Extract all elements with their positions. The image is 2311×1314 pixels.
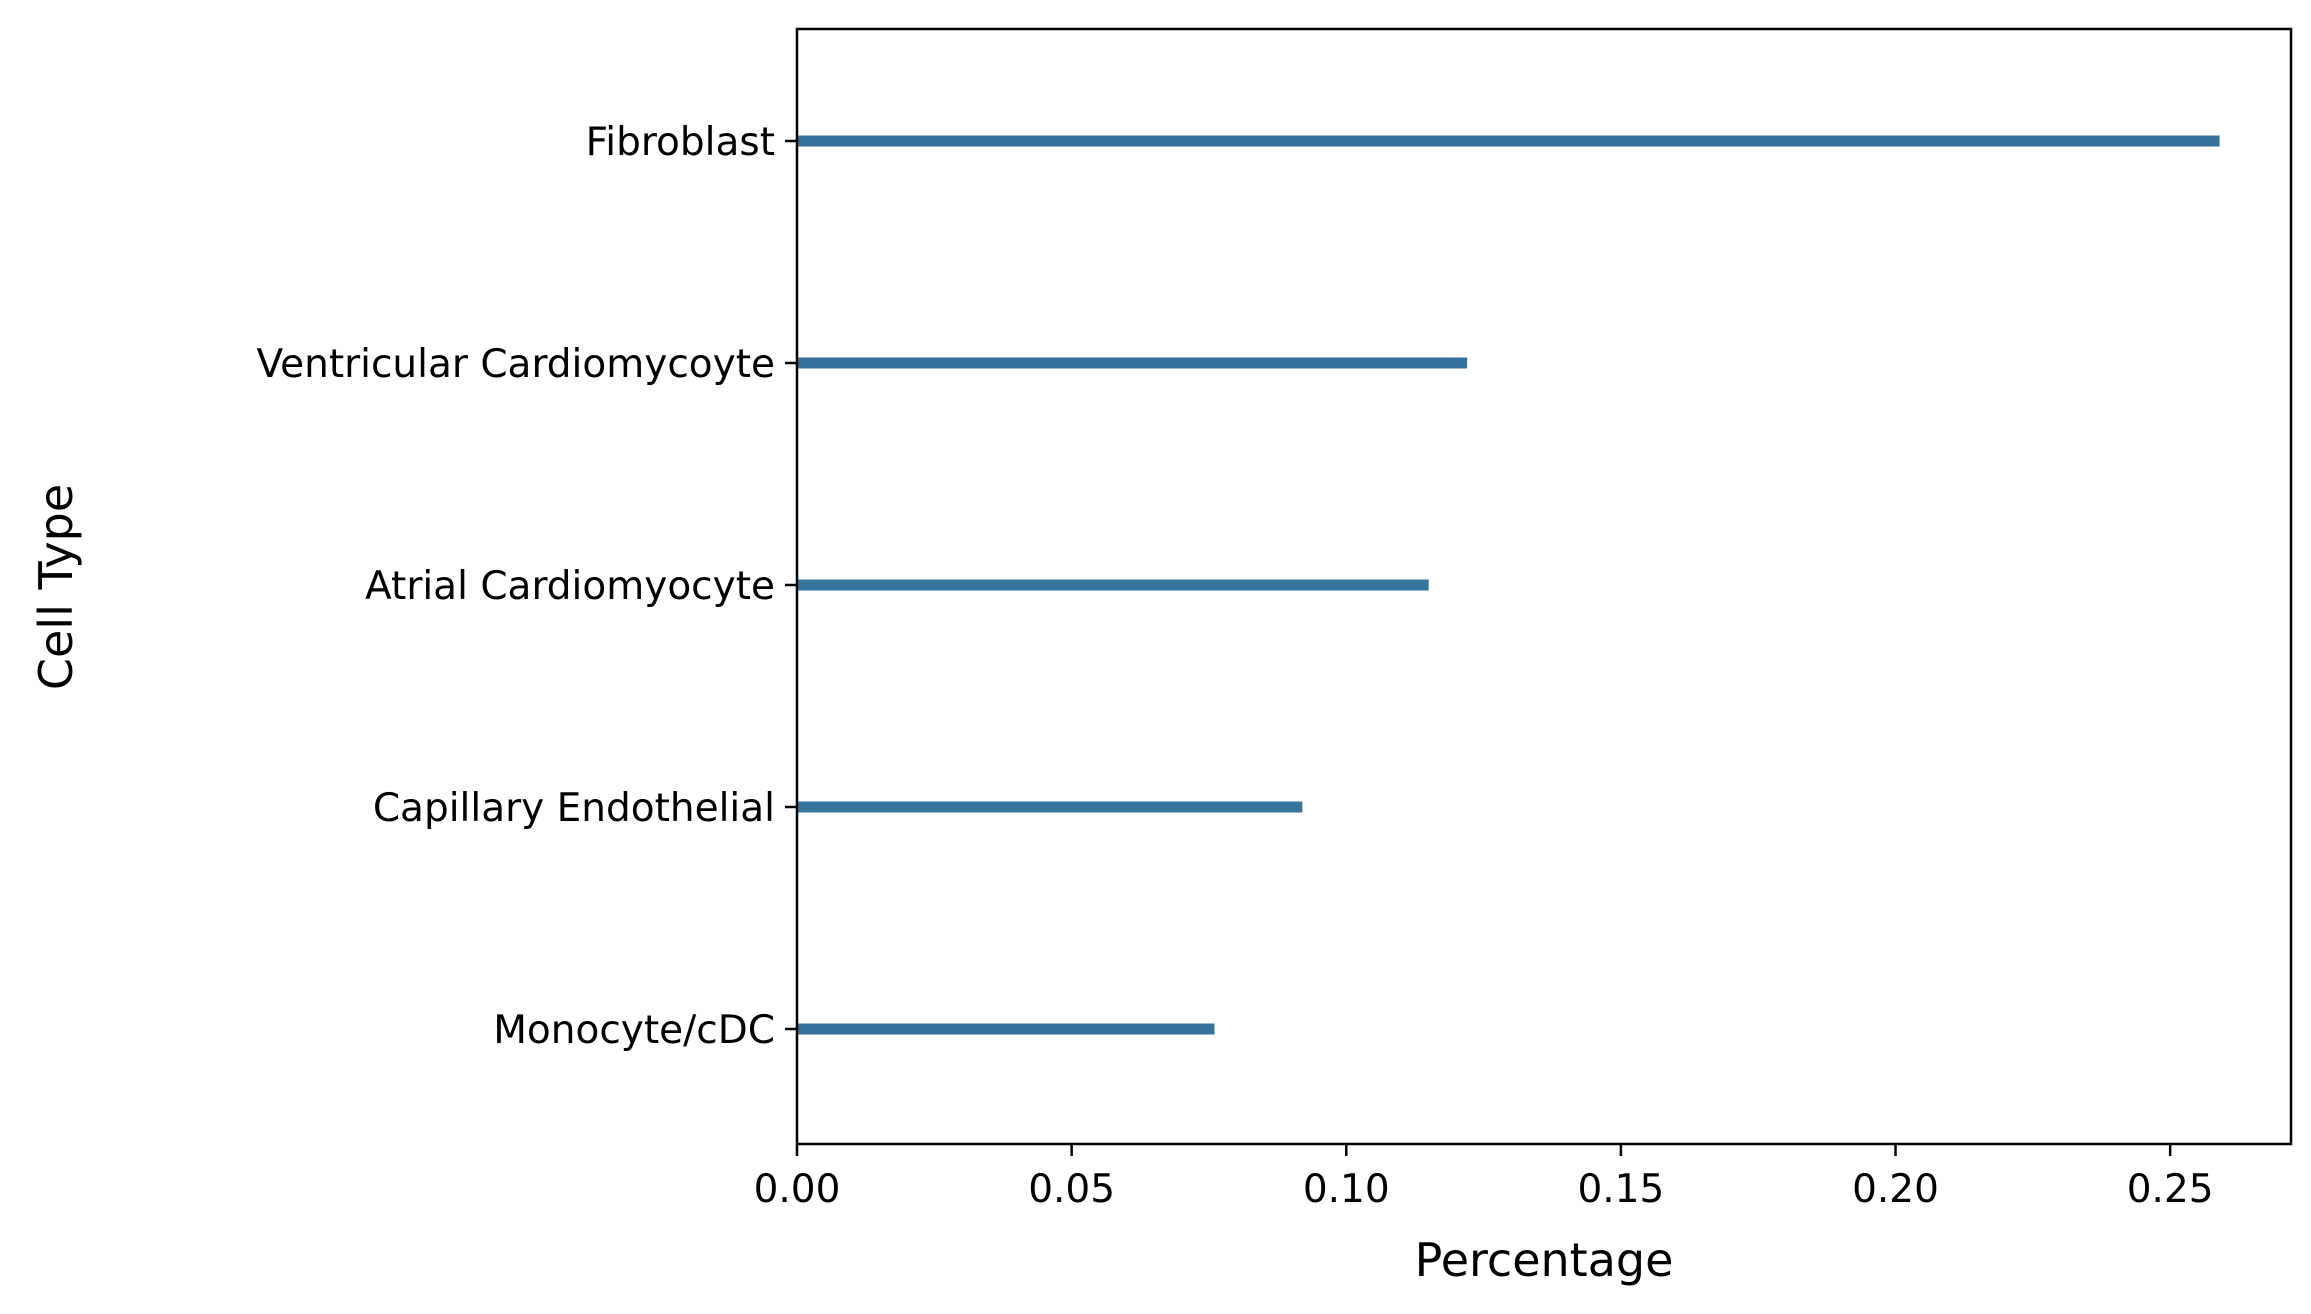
x-tick-label: 0.20 (1852, 1167, 1939, 1212)
y-axis-label: Cell Type (29, 484, 83, 690)
bar-2 (797, 579, 1429, 591)
y-tick-label: Ventricular Cardiomycoyte (256, 342, 775, 387)
y-tick-label: Fibroblast (586, 120, 775, 165)
y-tick-label: Capillary Endothelial (373, 786, 775, 831)
plot-area-frame (795, 27, 2293, 1146)
x-tick-label: 0.05 (1028, 1167, 1115, 1212)
x-axis-label: Percentage (1415, 1233, 1674, 1287)
bar-3 (797, 801, 1303, 813)
bars-group (797, 135, 2220, 1035)
x-tick-label: 0.15 (1577, 1167, 1664, 1212)
y-tick-label: Atrial Cardiomyocyte (365, 564, 775, 609)
y-axis-ticks: Fibroblast Ventricular Cardiomycoyte Atria… (256, 120, 797, 1053)
bar-4 (797, 1023, 1215, 1035)
x-tick-label: 0.10 (1303, 1167, 1390, 1212)
x-tick-label: 0.25 (2127, 1167, 2214, 1212)
x-tick-label: 0.00 (754, 1167, 841, 1212)
bar-0 (797, 135, 2220, 147)
x-axis-ticks: 0.00 0.05 0.10 0.15 0.20 0.25 (754, 1144, 2214, 1212)
bar-1 (797, 357, 1468, 369)
y-tick-label: Monocyte/cDC (493, 1008, 775, 1053)
